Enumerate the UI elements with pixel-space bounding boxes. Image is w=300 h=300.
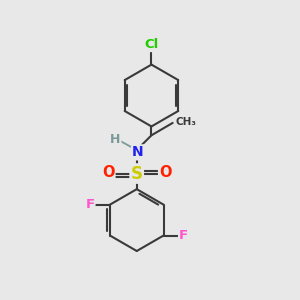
Text: N: N — [132, 146, 144, 159]
Text: Cl: Cl — [144, 38, 159, 51]
Text: H: H — [110, 133, 120, 146]
Text: O: O — [102, 166, 114, 181]
Text: CH₃: CH₃ — [175, 117, 196, 127]
Text: F: F — [85, 198, 94, 211]
Text: S: S — [131, 165, 143, 183]
Text: F: F — [179, 229, 188, 242]
Text: O: O — [159, 166, 172, 181]
